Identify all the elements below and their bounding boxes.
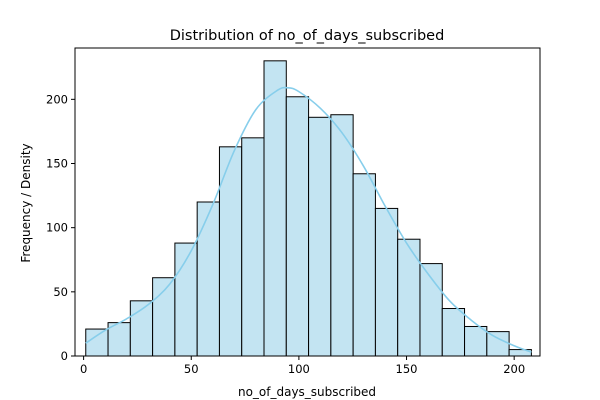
x-tick-label-100: 100	[288, 362, 310, 376]
histogram-bar-19	[486, 331, 510, 357]
ticks-layer: 0 50 100 150 200 0 50 100 150 200	[46, 92, 525, 376]
histogram-bar-4	[152, 277, 176, 357]
x-tick-label-50: 50	[184, 362, 199, 376]
histogram-bar-1	[85, 328, 109, 357]
chart-title: Distribution of no_of_days_subscribed	[170, 28, 445, 44]
kde-density-line	[85, 86, 532, 353]
histogram-bar-12	[330, 114, 354, 357]
axes-layer	[74, 47, 541, 357]
x-tick-label-0: 0	[80, 362, 87, 376]
histogram-bar-13	[352, 173, 376, 357]
y-tick-label-200: 200	[46, 92, 68, 106]
histogram-bar-6	[196, 201, 220, 357]
plot-frame	[74, 47, 541, 357]
x-tick-label-200: 200	[503, 362, 525, 376]
x-axis-label: no_of_days_subscribed	[238, 385, 376, 399]
y-axis-label: Frequency / Density	[19, 143, 33, 262]
y-tick-label-100: 100	[46, 221, 68, 235]
histogram-bar-10	[285, 96, 310, 357]
y-tick-label-50: 50	[53, 285, 68, 299]
x-tick-label-150: 150	[396, 362, 418, 376]
histogram-bar-17	[441, 308, 466, 357]
kde-layer	[85, 86, 532, 353]
histogram-bar-11	[308, 116, 332, 357]
histogram-bar-8	[241, 137, 265, 357]
histogram-bar-18	[464, 325, 488, 357]
histogram-bar-9	[263, 60, 287, 357]
histogram-bar-14	[374, 207, 399, 357]
y-tick-label-150: 150	[46, 157, 68, 171]
bars-layer	[85, 60, 532, 357]
y-tick-label-0: 0	[61, 349, 68, 363]
